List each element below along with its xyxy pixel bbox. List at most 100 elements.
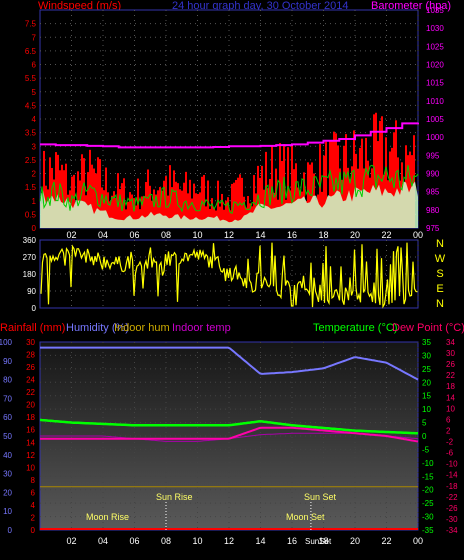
compass-letter: W bbox=[435, 253, 446, 265]
humidity-y-tick: 0 bbox=[8, 526, 13, 535]
indoor-hum-label: Indoor hum bbox=[114, 322, 170, 334]
temperature-y-tick: -10 bbox=[422, 459, 434, 468]
temperature-y-tick: -25 bbox=[422, 499, 434, 508]
rain-y-tick: 30 bbox=[26, 338, 35, 347]
wind-y-tick: 3.5 bbox=[25, 129, 37, 138]
temperature-y-tick: 10 bbox=[422, 405, 431, 414]
wind-panel-series bbox=[39, 112, 419, 228]
temperature-y-tick: 25 bbox=[422, 365, 431, 374]
wind-light-area bbox=[40, 181, 418, 228]
sun-set-small-label: SunSet bbox=[305, 537, 332, 546]
humidity-y-tick: 100 bbox=[0, 338, 13, 347]
humidity-y-tick: 80 bbox=[3, 376, 12, 385]
wind-y-tick: 7.5 bbox=[25, 20, 37, 29]
x-tick-label: 06 bbox=[129, 536, 139, 546]
temperature-y-tick: -30 bbox=[422, 513, 434, 522]
dewpoint-y-tick: 6 bbox=[446, 415, 451, 424]
rain-y-tick: 26 bbox=[26, 363, 35, 372]
humidity-y-tick: 20 bbox=[3, 488, 12, 497]
temperature-line bbox=[39, 418, 419, 435]
humidity-y-tick: 60 bbox=[3, 413, 12, 422]
temperature-y-tick: -5 bbox=[422, 445, 430, 454]
rain-y-tick: 2 bbox=[31, 513, 36, 522]
direction-y-tick: 360 bbox=[23, 236, 37, 245]
direction-y-tick: 90 bbox=[27, 287, 36, 296]
windspeed-label: Windspeed (m/s) bbox=[38, 0, 121, 12]
direction-y-axis: 0 90 180 270 360 bbox=[23, 236, 37, 313]
rain-y-tick: 14 bbox=[26, 438, 35, 447]
moon-rise-label: Moon Rise bbox=[86, 512, 129, 522]
rain-y-tick: 24 bbox=[26, 376, 35, 385]
rain-y-tick: 10 bbox=[26, 463, 35, 472]
humidity-y-tick: 10 bbox=[3, 507, 12, 516]
x-tick-label: 02 bbox=[66, 230, 76, 240]
x-tick-label: 22 bbox=[381, 230, 391, 240]
temperature-y-tick: 0 bbox=[422, 432, 427, 441]
wind-direction-line bbox=[40, 242, 418, 309]
dewpoint-y-tick: 2 bbox=[446, 426, 451, 435]
humidity-y-tick: 90 bbox=[3, 357, 12, 366]
dewpoint-y-tick: 18 bbox=[446, 382, 455, 391]
x-tick-label: 04 bbox=[98, 536, 108, 546]
x-tick-label: 12 bbox=[224, 536, 234, 546]
dewpoint-label: Dew Point (°C) bbox=[392, 322, 464, 334]
wind-y-tick: 0 bbox=[32, 224, 37, 233]
chart-title: 24 hour graph day, 30 October 2014 bbox=[172, 0, 349, 12]
dewpoint-y-tick: -2 bbox=[446, 438, 454, 447]
pressure-y-tick: 1030 bbox=[426, 24, 444, 33]
direction-y-tick: 270 bbox=[23, 253, 37, 262]
pressure-y-tick: 995 bbox=[426, 151, 440, 160]
dewpoint-y-tick: -22 bbox=[446, 493, 458, 502]
wind-average-line bbox=[39, 164, 419, 215]
humidity-line bbox=[40, 346, 419, 381]
dewpoint-y-tick: 30 bbox=[446, 349, 455, 358]
direction-series bbox=[40, 242, 418, 309]
temperature-y-tick: 20 bbox=[422, 378, 431, 387]
temperature-y-tick: 30 bbox=[422, 351, 431, 360]
barometer-line bbox=[40, 122, 419, 149]
pressure-y-tick: 1020 bbox=[426, 61, 444, 70]
sun-set-label: Sun Set bbox=[304, 492, 337, 502]
humidity-label: Humidity (%) bbox=[66, 322, 129, 334]
wind-y-tick: 4 bbox=[32, 115, 37, 124]
dewpoint-y-tick: -30 bbox=[446, 515, 458, 524]
dewpoint-y-tick: 34 bbox=[446, 338, 455, 347]
x-tick-label: 16 bbox=[287, 536, 297, 546]
pressure-y-tick: 985 bbox=[426, 188, 440, 197]
compass-letter: N bbox=[436, 238, 444, 250]
wind-y-tick: 3 bbox=[32, 142, 37, 151]
temperature-y-axis: -35 -30 -25 -20 -15 -10 -5 0 5 10 15 20 25 30 35 bbox=[422, 338, 434, 535]
pressure-y-tick: 990 bbox=[426, 170, 440, 179]
pressure-y-tick: 980 bbox=[426, 206, 440, 215]
rain-y-tick: 28 bbox=[26, 351, 35, 360]
compass-letter: E bbox=[436, 283, 443, 295]
direction-y-tick: 0 bbox=[32, 304, 37, 313]
dewpoint-y-tick: 14 bbox=[446, 393, 455, 402]
barometer-label: Barometer (hpa) bbox=[371, 0, 451, 12]
wind-y-tick: 5.5 bbox=[25, 74, 37, 83]
temp-panel-grid bbox=[40, 342, 419, 530]
pressure-y-tick: 1015 bbox=[426, 79, 444, 88]
rain-y-tick: 6 bbox=[31, 488, 36, 497]
x-tick-label: 12 bbox=[224, 230, 234, 240]
indoor-temp-label: Indoor temp bbox=[172, 322, 231, 334]
x-tick-label: 06 bbox=[129, 230, 139, 240]
sun-rise-label: Sun Rise bbox=[156, 492, 193, 502]
pressure-y-axis: 975 980 985 990 995 1000 1005 1010 1015 1020 1025 1… bbox=[426, 6, 444, 233]
temperature-y-tick: -20 bbox=[422, 486, 434, 495]
temperature-y-tick: -15 bbox=[422, 472, 434, 481]
wind-y-tick: 6 bbox=[32, 61, 37, 70]
dewpoint-y-tick: -10 bbox=[446, 460, 458, 469]
sun-moon-events: Sun Rise Sun Set Moon Rise Moon Set SunS… bbox=[86, 492, 337, 546]
humidity-y-tick: 70 bbox=[3, 394, 12, 403]
pressure-y-tick: 1035 bbox=[426, 6, 444, 15]
temperature-y-tick: 5 bbox=[422, 419, 427, 428]
wind-y-tick: 5 bbox=[32, 88, 37, 97]
direction-y-tick: 180 bbox=[23, 270, 37, 279]
x-tick-label: 08 bbox=[161, 536, 171, 546]
x-tick-label: 18 bbox=[318, 230, 328, 240]
x-tick-label: 14 bbox=[255, 230, 265, 240]
